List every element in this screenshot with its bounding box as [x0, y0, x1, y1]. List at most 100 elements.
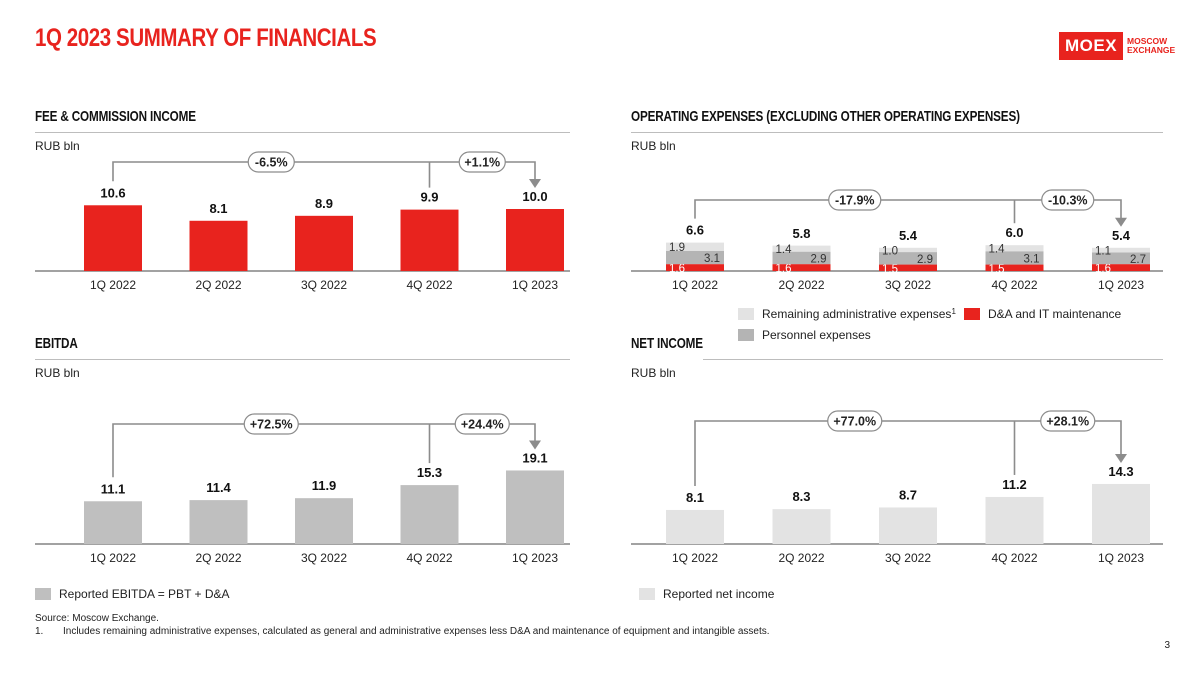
ebitda-legend: Reported EBITDA = PBT + D&A: [35, 587, 335, 603]
footnote-text: Includes remaining administrative expens…: [63, 626, 770, 637]
footnote: 1. Includes remaining administrative expe…: [35, 625, 770, 638]
bar: [189, 500, 248, 544]
bar-total-label: 6.0: [1005, 225, 1023, 240]
x-tick-label: 1Q 2022: [90, 278, 136, 292]
logo-mark: MOEX: [1059, 32, 1123, 60]
x-tick-label: 4Q 2022: [406, 551, 452, 565]
bar-total-label: 5.4: [1112, 228, 1131, 243]
legend-label-personnel: Personnel expenses: [762, 328, 871, 342]
bar: [772, 509, 831, 544]
bar-total-label: 5.8: [792, 226, 810, 241]
x-tick-label: 1Q 2023: [1098, 278, 1144, 292]
x-tick-label: 1Q 2022: [672, 551, 718, 565]
bar-value-label: 14.3: [1108, 464, 1133, 479]
stacked-bar-segment: [666, 242, 724, 251]
x-tick-label: 1Q 2023: [512, 278, 558, 292]
x-tick-label: 1Q 2022: [672, 278, 718, 292]
bar: [666, 509, 724, 544]
segment-value-label: 2.7: [1130, 254, 1146, 266]
fee-unit-label: RUB bln: [35, 139, 80, 153]
ebitda-unit-label: RUB bln: [35, 366, 80, 380]
stacked-bar-segment: [772, 251, 831, 265]
stacked-bar-segment: [1092, 252, 1150, 265]
growth-connector-long: [694, 199, 1122, 219]
x-tick-label: 3Q 2022: [301, 278, 347, 292]
growth-label: +1.1%: [464, 156, 500, 170]
bar-value-label: 11.4: [206, 480, 231, 495]
growth-label: +24.4%: [461, 418, 504, 432]
growth-label: +28.1%: [1046, 415, 1089, 429]
growth-connector-long: [112, 423, 536, 478]
growth-connector-long: [694, 420, 1122, 486]
legend-swatch-ebitda: [35, 588, 51, 600]
bar-value-label: 8.9: [315, 196, 333, 211]
logo-line-1: MOSCOW: [1127, 36, 1168, 46]
legend-label-remaining: Remaining administrative expenses: [762, 307, 952, 321]
segment-value-label: 1.5: [882, 263, 898, 275]
bar-value-label: 8.1: [686, 490, 704, 505]
ebitda-panel-title: EBITDA: [35, 335, 78, 352]
growth-label: +72.5%: [250, 418, 293, 432]
growth-badge: [1040, 410, 1096, 432]
x-tick-label: 3Q 2022: [885, 278, 931, 292]
fee-panel: FEE & COMMISSION INCOME RUB bln 10.6 1Q 2…: [35, 108, 570, 303]
net-panel: NET INCOME RUB bln 8.1 1Q 2022 8.3 2Q 2022 8…: [631, 335, 1163, 605]
bar-value-label: 19.1: [522, 450, 547, 465]
segment-value-label: 2.9: [811, 253, 827, 265]
logo-wordmark: MOSCOW EXCHANGE: [1127, 37, 1175, 55]
segment-value-label: 3.1: [704, 253, 720, 265]
growth-arrowhead: [529, 440, 541, 450]
bar-value-label: 10.6: [100, 185, 125, 200]
net-chart: 8.1 1Q 2022 8.3 2Q 2022 8.7 3Q 2022 11.2 4Q 202…: [631, 410, 1163, 565]
opex-panel-title: OPERATING EXPENSES (EXCLUDING OTHER OPER…: [631, 108, 1020, 125]
fee-panel-title: FEE & COMMISSION INCOME: [35, 108, 196, 125]
opex-legend: Remaining administrative expenses1 D&A a…: [738, 307, 1163, 347]
legend-item-personnel: Personnel expenses: [738, 328, 871, 342]
segment-value-label: 1.6: [669, 263, 685, 275]
stacked-bar-segment: [1092, 247, 1150, 253]
segment-value-label: 2.9: [917, 254, 933, 266]
stacked-bar-segment: [879, 252, 937, 265]
segment-value-label: 1.6: [776, 263, 792, 275]
bar: [506, 209, 564, 271]
segment-value-label: 1.5: [989, 263, 1005, 275]
bar: [84, 501, 142, 544]
x-tick-label: 1Q 2023: [1098, 551, 1144, 565]
segment-value-label: 1.4: [776, 244, 793, 256]
growth-badge: [454, 413, 510, 435]
stacked-bar-segment: [985, 264, 1044, 271]
bar-value-label: 9.9: [420, 190, 438, 205]
segment-value-label: 1.0: [882, 245, 898, 257]
legend-item-remaining: Remaining administrative expenses1: [738, 307, 956, 321]
x-tick-label: 1Q 2022: [90, 551, 136, 565]
growth-connector-long: [112, 161, 536, 182]
bar: [879, 507, 937, 544]
x-tick-label: 2Q 2022: [195, 551, 241, 565]
net-panel-divider: [703, 359, 1163, 360]
opex-chart: 1.6 3.1 1.96.6 1Q 2022 1.6 2.9 1.4 5.8 2Q 2022 1.…: [631, 189, 1163, 292]
growth-label: +77.0%: [833, 415, 876, 429]
legend-swatch-personnel: [738, 329, 754, 341]
fee-chart: 10.6 1Q 2022 8.1 2Q 2022 8.9 3Q 2022 9.9 4Q 202…: [35, 151, 570, 292]
growth-label: -17.9%: [835, 194, 875, 208]
bar: [295, 215, 353, 271]
growth-arrowhead: [1115, 217, 1127, 227]
segment-value-label: 1.1: [1095, 246, 1111, 258]
segment-value-label: 1.9: [669, 242, 685, 254]
opex-panel: OPERATING EXPENSES (EXCLUDING OTHER OPER…: [631, 108, 1163, 348]
fee-panel-divider: [35, 132, 570, 133]
bar: [506, 470, 564, 544]
legend-swatch-remaining: [738, 308, 754, 320]
logo-line-2: EXCHANGE: [1127, 45, 1176, 55]
growth-badge: [1041, 189, 1095, 211]
ebitda-panel-divider: [35, 359, 570, 360]
x-tick-label: 2Q 2022: [778, 551, 824, 565]
legend-item-da: D&A and IT maintenance: [964, 307, 1121, 321]
growth-badge: [828, 189, 882, 211]
stacked-bar-segment: [985, 251, 1044, 265]
legend-swatch-net: [639, 588, 655, 600]
growth-badge: [827, 410, 883, 432]
segment-value-label: 3.1: [1024, 253, 1040, 265]
stacked-bar-segment: [772, 245, 831, 252]
x-tick-label: 4Q 2022: [991, 278, 1037, 292]
